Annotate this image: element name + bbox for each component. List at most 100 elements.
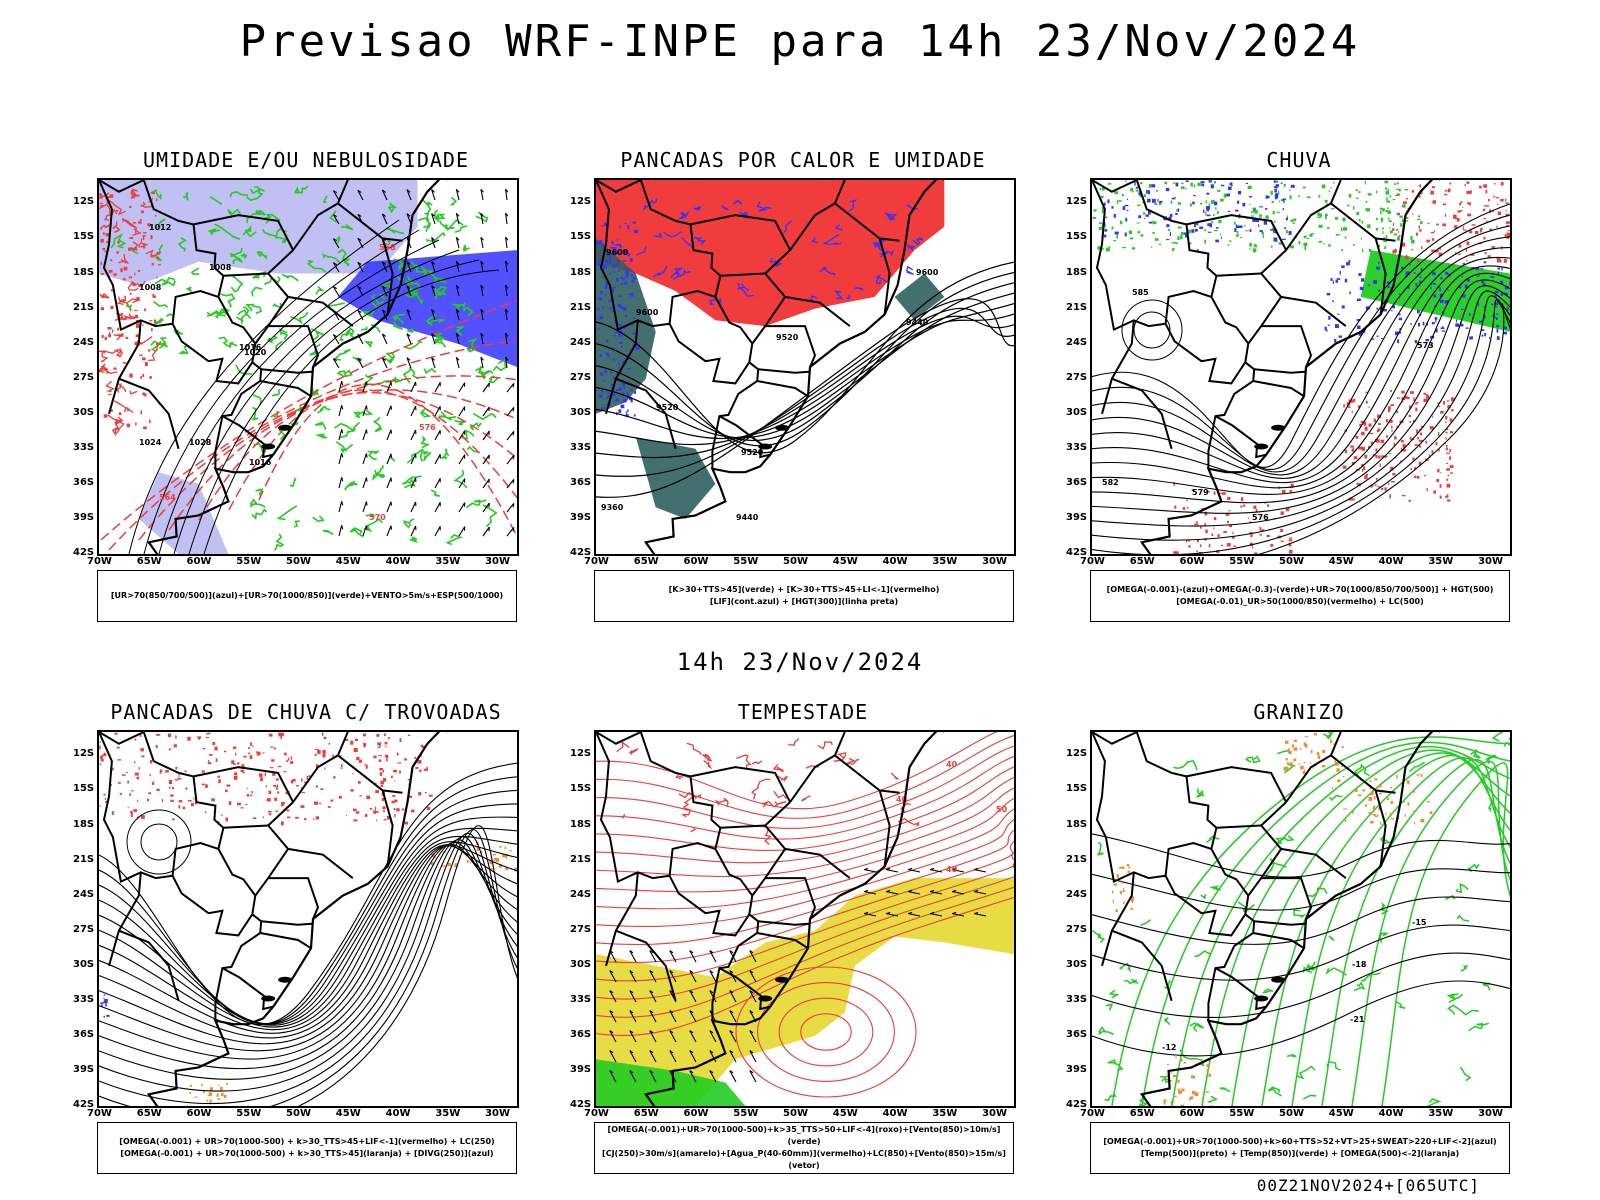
height-contour <box>596 307 1014 477</box>
contour-fragment <box>482 504 498 528</box>
field-speck <box>1123 901 1125 904</box>
field-speck <box>1108 246 1111 249</box>
contour-fragment <box>352 421 361 432</box>
field-speck <box>135 422 137 426</box>
field-speck <box>1228 186 1232 191</box>
field-speck <box>290 780 294 784</box>
political-border <box>1164 296 1250 385</box>
field-speck <box>1401 400 1404 403</box>
wind-vector <box>480 333 484 345</box>
field-speck <box>363 743 366 748</box>
field-speck <box>1406 220 1409 222</box>
field-speck <box>1335 763 1340 766</box>
field-speck <box>1280 511 1284 515</box>
political-border <box>193 214 294 251</box>
field-speck <box>1259 534 1262 536</box>
streamline <box>596 896 1014 1036</box>
field-speck <box>1444 190 1448 192</box>
field-speck <box>1350 445 1354 448</box>
field-speck <box>1474 231 1479 235</box>
field-speck <box>1343 404 1345 408</box>
field-speck <box>1193 184 1196 188</box>
legend-line: [OMEGA(-0.001) + UR>70(1000-500) + k>30_… <box>119 1137 495 1146</box>
field-speck <box>1246 218 1248 220</box>
wind-vector <box>649 1050 657 1063</box>
longitude-label: 70W <box>1080 1108 1105 1119</box>
wind-vector <box>332 238 340 249</box>
field-speck <box>1321 184 1326 189</box>
contour-fragment <box>1207 1095 1219 1104</box>
panel-title: UMIDADE E/OU NEBULOSIDADE <box>142 148 470 172</box>
field-speck <box>215 758 218 762</box>
field-speck <box>104 797 106 800</box>
wind-vector-head <box>689 990 694 994</box>
field-speck <box>1318 241 1322 243</box>
field-speck <box>1360 237 1362 240</box>
field-speck <box>126 423 131 428</box>
field-speck <box>1384 180 1389 184</box>
contour-fragment <box>1396 1001 1406 1009</box>
field-speck <box>627 253 631 257</box>
field-speck <box>598 394 603 398</box>
field-speck <box>1151 184 1156 188</box>
contour-label: 9600 <box>636 308 659 317</box>
field-speck <box>312 818 315 820</box>
contour-fragment <box>363 518 383 533</box>
thickness-line <box>168 389 517 531</box>
field-speck <box>143 393 147 397</box>
contour-label: 40 <box>896 795 908 804</box>
field-speck <box>1413 420 1416 422</box>
field-speck <box>423 768 428 771</box>
temperature-contour <box>1092 868 1510 911</box>
wind-vector <box>410 525 417 537</box>
field-speck <box>1317 216 1321 218</box>
rain-red-speckle-ne <box>1392 181 1510 263</box>
cyclone-isobar <box>735 966 917 1098</box>
field-speck <box>1481 329 1485 331</box>
field-speck <box>1240 497 1244 501</box>
contour-fragment <box>653 233 663 238</box>
wind-vector-head <box>709 1070 714 1074</box>
field-speck <box>1319 213 1322 217</box>
field-speck <box>1421 246 1423 250</box>
legend-line: [OMEGA(-0.001)+UR>70(1000-500)+k>35_TTS>… <box>607 1125 1001 1146</box>
field-speck <box>476 846 479 851</box>
wind-vector <box>362 525 367 537</box>
contour-fragment <box>434 286 443 300</box>
contour-fragment <box>761 800 781 808</box>
field-speck <box>1381 488 1384 490</box>
wind-vector <box>689 1010 697 1023</box>
field-speck <box>1425 440 1428 444</box>
field-speck <box>607 394 610 397</box>
field-speck <box>623 307 627 311</box>
field-speck <box>454 863 459 868</box>
field-speck <box>1174 505 1177 509</box>
field-speck <box>246 794 250 797</box>
contour-fragment <box>703 760 713 770</box>
field-speck <box>108 334 111 338</box>
wind-vector <box>506 431 515 441</box>
contour-fragment <box>420 435 431 449</box>
field-speck <box>1273 220 1276 223</box>
wind-vector <box>974 913 987 917</box>
field-speck <box>111 811 114 815</box>
contour-fragment <box>1173 760 1198 771</box>
contour-fragment <box>714 797 729 807</box>
wind-vector <box>431 261 436 273</box>
field-speck <box>1364 426 1368 431</box>
field-speck <box>603 379 605 382</box>
wind-vector <box>406 309 412 321</box>
latitude-label: 42S <box>570 1099 592 1110</box>
field-speck <box>1232 531 1234 535</box>
field-speck <box>1210 221 1214 223</box>
wind-vector-head <box>505 284 509 289</box>
wind-vector <box>434 502 441 513</box>
field-speck <box>275 810 279 812</box>
field-speck <box>634 391 637 394</box>
field-speck <box>126 771 128 773</box>
field-speck <box>208 754 213 756</box>
contour-fragment <box>912 237 924 246</box>
contour-fragment <box>475 365 486 376</box>
wind-vector <box>689 990 697 1003</box>
field-speck <box>127 780 129 784</box>
